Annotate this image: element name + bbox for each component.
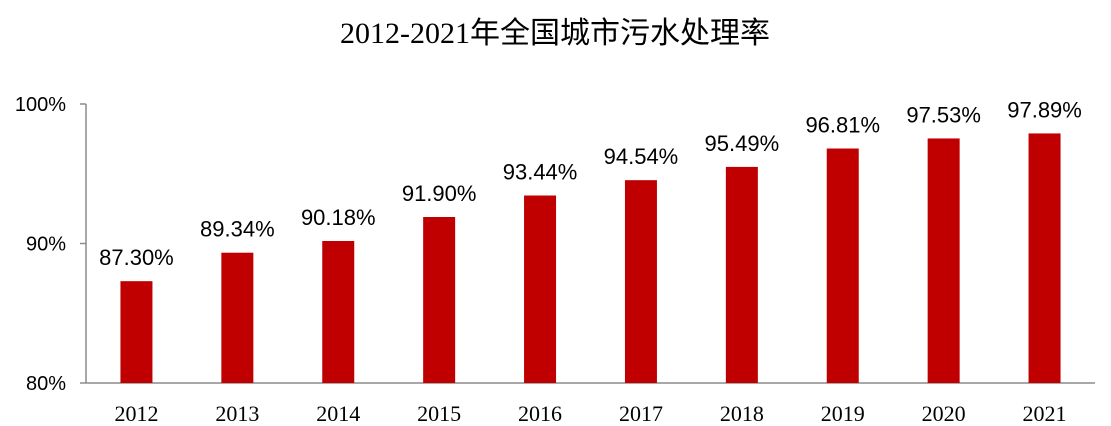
data-label: 96.81% (805, 113, 880, 138)
data-label: 91.90% (402, 181, 477, 206)
bar (927, 138, 960, 383)
y-tick-label: 90% (26, 234, 66, 256)
x-tick-label: 2014 (316, 401, 360, 426)
bars (120, 133, 1061, 383)
chart-title: 2012-2021年全国城市污水处理率 (340, 17, 770, 50)
x-tick-label: 2017 (619, 401, 663, 426)
bar (624, 180, 657, 383)
data-label: 89.34% (200, 217, 275, 242)
data-label: 94.54% (604, 144, 679, 169)
y-ticks: 80% 90% 100% (15, 94, 86, 395)
x-tick-label: 2018 (720, 401, 764, 426)
x-tick-labels: 2012 2013 2014 2015 2016 2017 2018 2019 2020 2021 (114, 401, 1066, 426)
data-labels: 87.30% 89.34% 90.18% 91.90% 93.44% 94.54% 95.4… (99, 97, 1082, 270)
y-tick-label: 100% (15, 94, 66, 116)
x-tick-label: 2021 (1023, 401, 1067, 426)
data-label: 90.18% (301, 205, 376, 230)
data-label: 87.30% (99, 245, 174, 270)
data-label: 95.49% (705, 131, 780, 156)
bar (322, 240, 355, 383)
bar (1028, 133, 1061, 383)
x-tick-label: 2012 (114, 401, 158, 426)
data-label: 97.53% (906, 102, 981, 127)
bar (725, 166, 758, 383)
bar (221, 252, 254, 383)
x-tick-label: 2020 (922, 401, 966, 426)
x-tick-label: 2015 (417, 401, 461, 426)
x-tick-label: 2013 (215, 401, 259, 426)
y-tick-label: 80% (26, 373, 66, 395)
data-label: 93.44% (503, 160, 578, 185)
bar (120, 281, 153, 383)
x-tick-label: 2016 (518, 401, 562, 426)
data-label: 97.89% (1007, 97, 1082, 122)
x-tick-label: 2019 (821, 401, 865, 426)
bar (423, 216, 456, 383)
bar (826, 148, 859, 383)
bar (524, 195, 557, 383)
